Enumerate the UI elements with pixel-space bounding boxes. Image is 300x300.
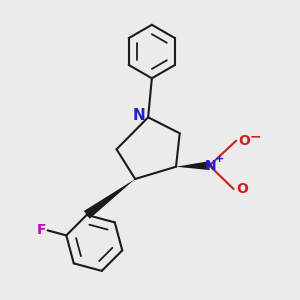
Polygon shape [84, 179, 135, 219]
Text: +: + [215, 154, 224, 164]
Text: N: N [205, 159, 217, 172]
Polygon shape [176, 161, 210, 170]
Text: O: O [236, 182, 248, 196]
Text: −: − [250, 129, 261, 143]
Text: O: O [238, 134, 250, 148]
Text: F: F [36, 224, 46, 237]
Text: N: N [133, 108, 145, 123]
